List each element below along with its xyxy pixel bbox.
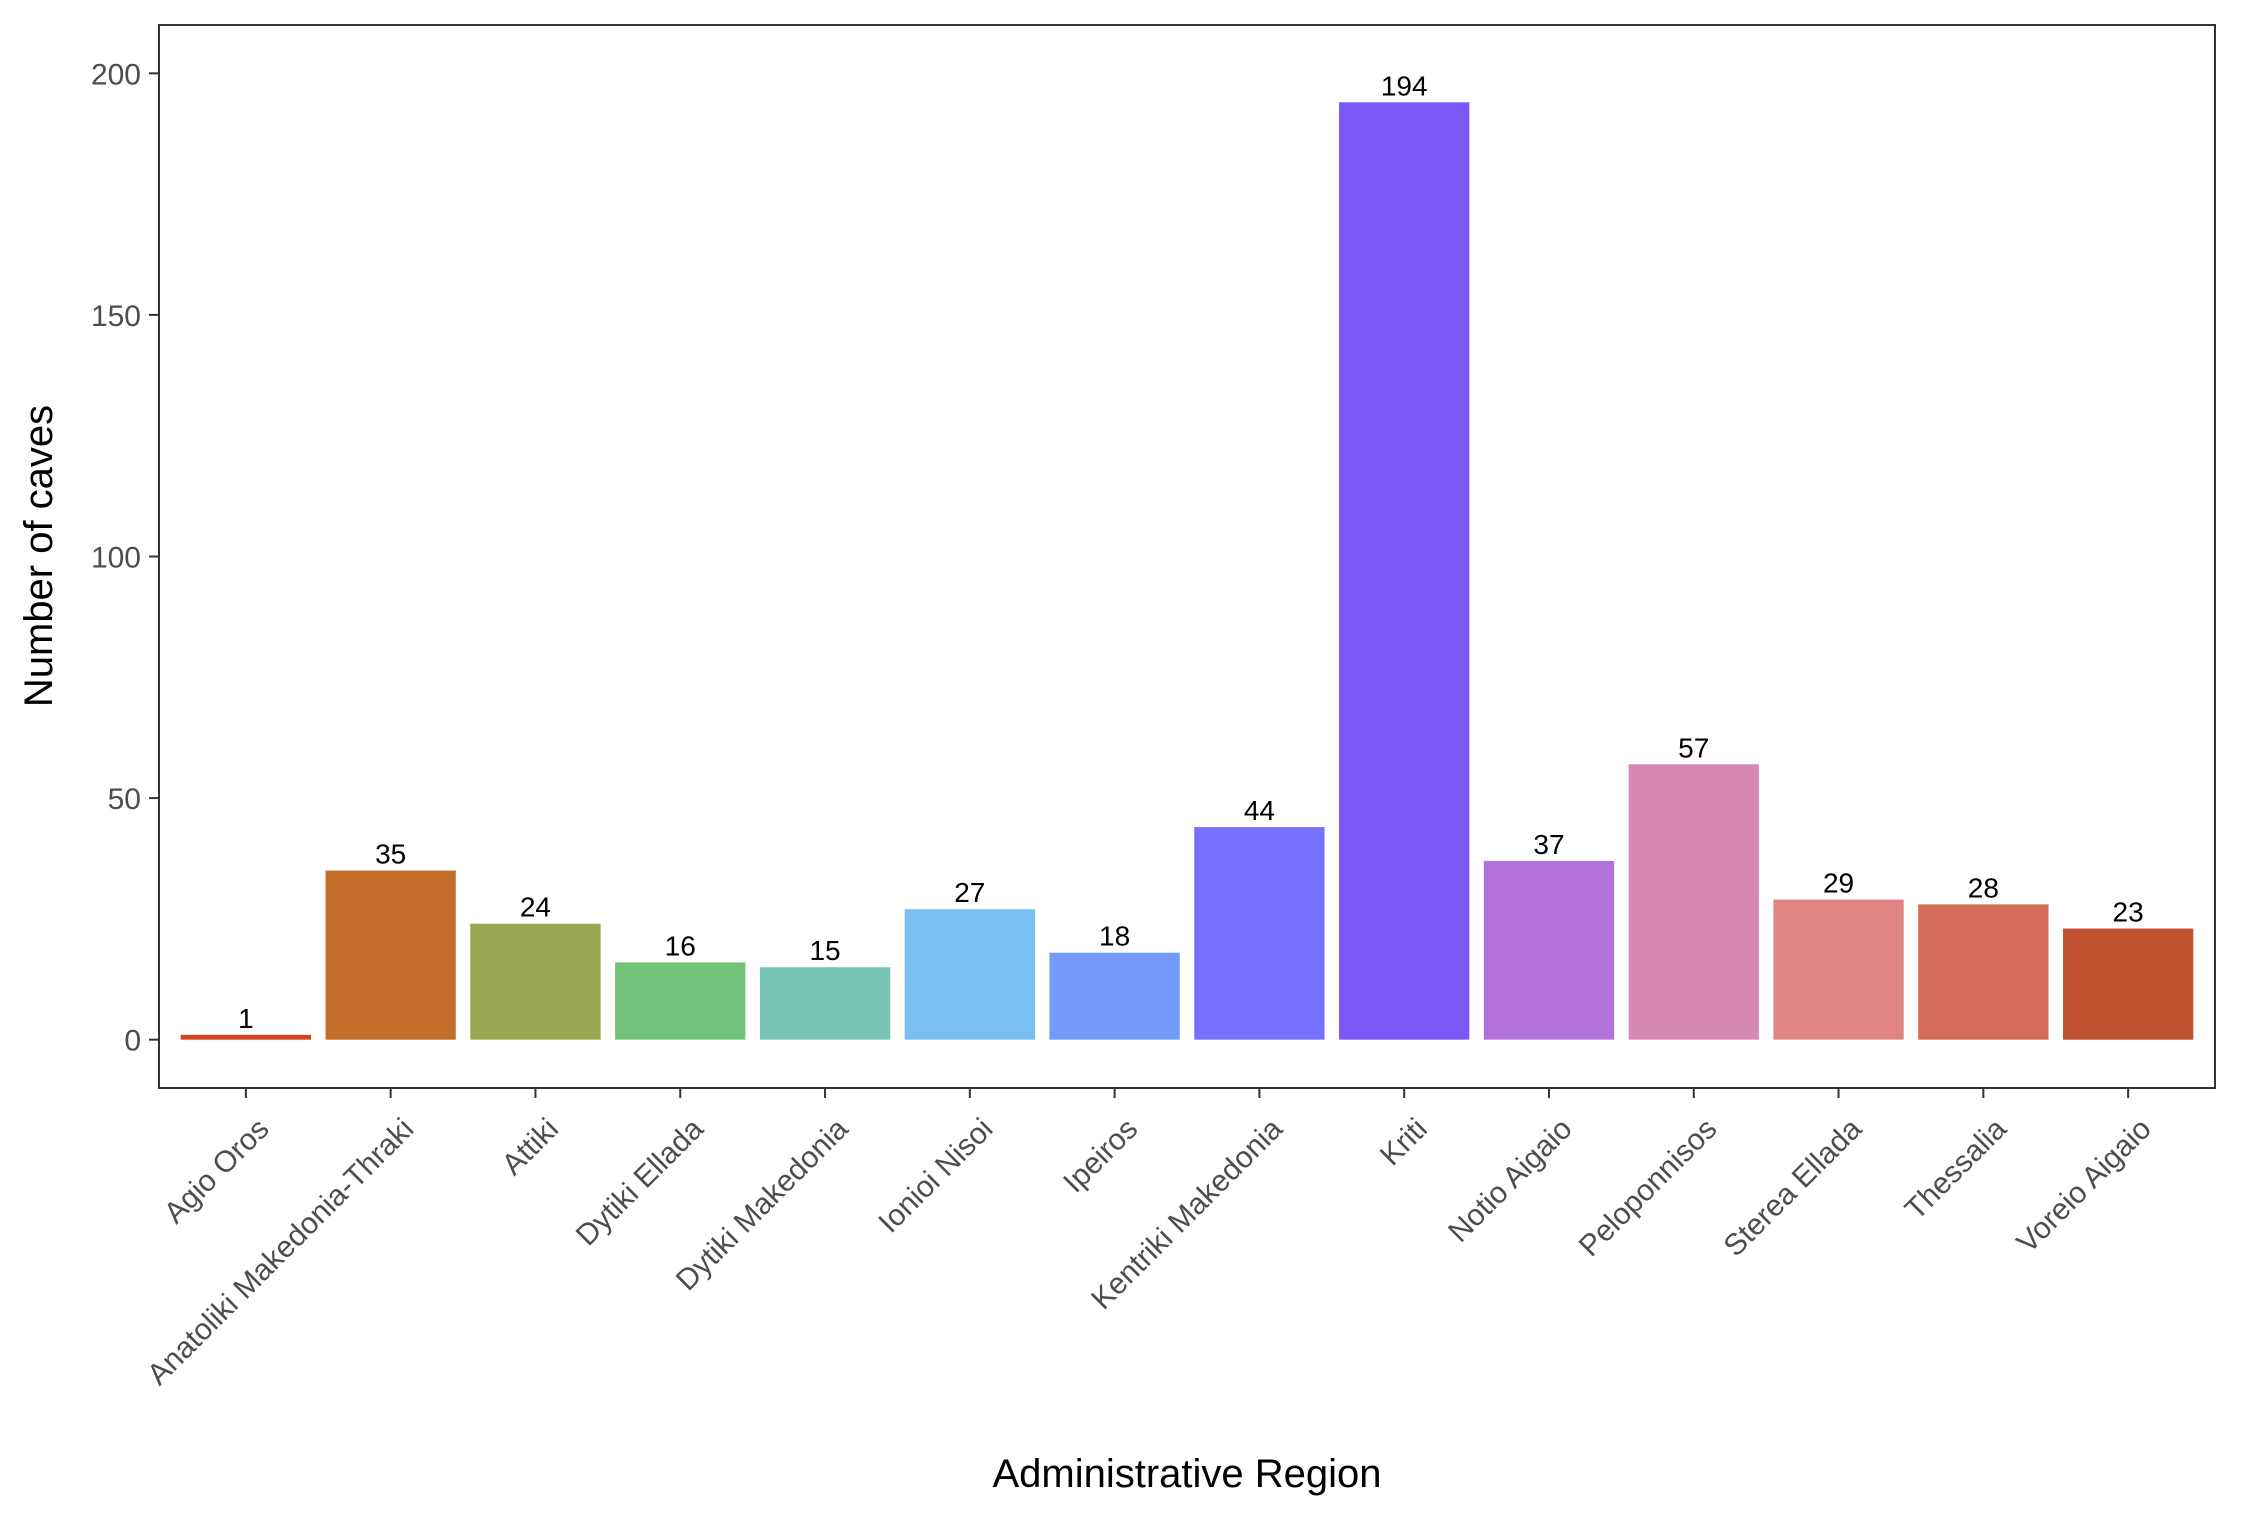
bar-10 (1628, 764, 1759, 1040)
y-tick-label-1: 50 (108, 783, 141, 816)
bar-6 (1049, 952, 1180, 1040)
data-labels-layer: 1 35 24 16 15 27 18 44 194 37 57 29 28 23 (238, 70, 2144, 1034)
bar-1 (325, 870, 456, 1040)
data-label-12: 28 (1968, 872, 1999, 903)
data-label-8: 194 (1381, 70, 1428, 101)
bar-8 (1339, 102, 1470, 1040)
bar-9 (1483, 860, 1615, 1040)
bar-12 (1918, 904, 2049, 1040)
data-label-7: 44 (1244, 795, 1275, 826)
data-label-9: 37 (1533, 829, 1564, 860)
data-label-5: 27 (954, 877, 985, 908)
bar-4 (759, 967, 891, 1040)
data-label-13: 23 (2113, 897, 2144, 928)
y-tick-label-4: 200 (91, 58, 141, 91)
bar-0 (180, 1034, 312, 1040)
bar-7 (1194, 827, 1325, 1040)
y-tick-label-0: 0 (124, 1025, 141, 1058)
data-label-0: 1 (238, 1003, 254, 1034)
data-label-2: 24 (520, 892, 551, 923)
bars-layer (180, 102, 2194, 1040)
data-label-1: 35 (375, 839, 406, 870)
data-label-3: 16 (665, 930, 696, 961)
bar-5 (904, 909, 1035, 1040)
bar-2 (470, 923, 601, 1040)
bar-11 (1773, 899, 1904, 1040)
bar-3 (615, 962, 746, 1040)
data-label-4: 15 (809, 935, 840, 966)
y-tick-label-2: 100 (91, 542, 141, 575)
x-axis-title: Administrative Region (992, 1452, 1381, 1496)
data-label-6: 18 (1099, 921, 1130, 952)
data-label-11: 29 (1823, 868, 1854, 899)
y-tick-label-3: 150 (91, 300, 141, 333)
data-label-10: 57 (1678, 732, 1709, 763)
y-axis-title: Number of caves (17, 405, 61, 707)
bar-13 (2062, 928, 2194, 1040)
y-axis: 0 50 100 150 200 (91, 58, 159, 1058)
